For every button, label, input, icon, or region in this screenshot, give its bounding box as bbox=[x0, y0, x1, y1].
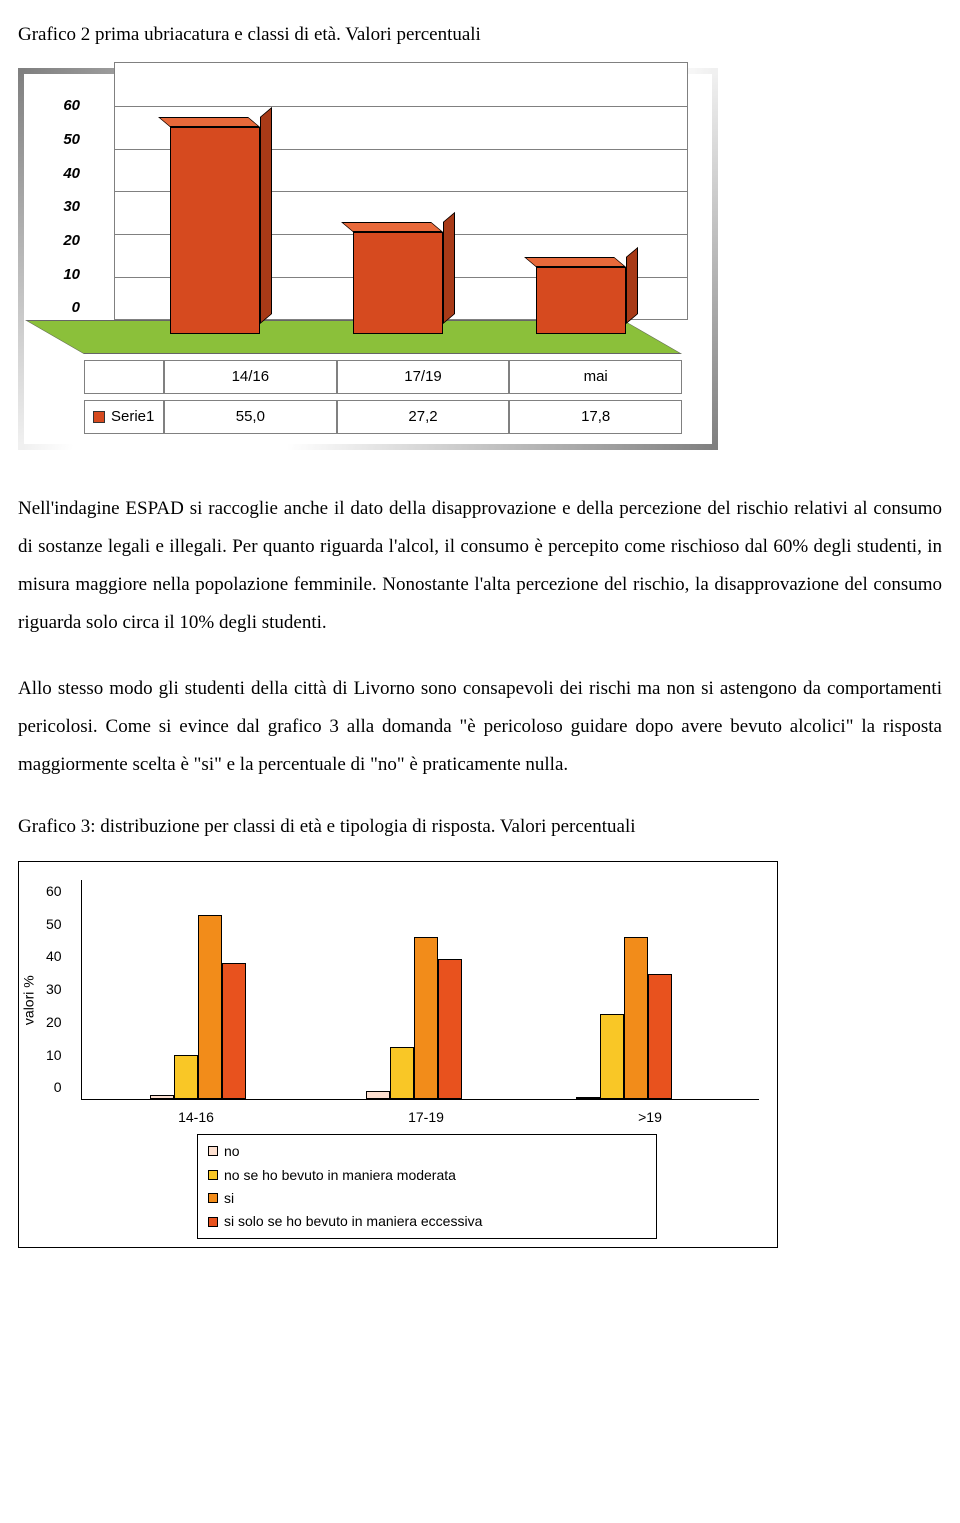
chart2-bar-0-3 bbox=[222, 963, 246, 1099]
chart1-bar-2 bbox=[536, 267, 626, 334]
chart1-title: Grafico 2 prima ubriacatura e classi di … bbox=[18, 20, 942, 50]
chart1-cat-0: 14/16 bbox=[164, 360, 337, 394]
chart2-group-2 bbox=[576, 937, 672, 1098]
chart2-title: Grafico 3: distribuzione per classi di e… bbox=[18, 812, 942, 842]
paragraph-2: Allo stesso modo gli studenti della citt… bbox=[18, 670, 942, 784]
chart2-ylabel: valori % bbox=[18, 976, 40, 1026]
chart2-legend: nono se ho bevuto in maniera moderatasis… bbox=[197, 1134, 657, 1239]
chart2-group-0 bbox=[150, 915, 246, 1098]
chart2-bar-1-0 bbox=[366, 1091, 390, 1098]
chart2-yaxis: 60 50 40 30 20 10 0 bbox=[46, 880, 62, 1099]
chart1-val-1: 27,2 bbox=[337, 400, 510, 434]
chart1-bars bbox=[124, 94, 672, 334]
chart2-bar-2-2 bbox=[624, 937, 648, 1098]
legend-square-icon bbox=[93, 411, 105, 423]
chart1-cat-blank bbox=[84, 360, 164, 394]
chart2-legend-item-0: no bbox=[208, 1140, 646, 1162]
chart2-group-1 bbox=[366, 937, 462, 1098]
chart1-val-0: 55,0 bbox=[164, 400, 337, 434]
paragraph-1: Nell'indagine ESPAD si raccoglie anche i… bbox=[18, 490, 942, 642]
chart2-bar-1-3 bbox=[438, 959, 462, 1098]
chart2-legend-item-2: si bbox=[208, 1187, 646, 1209]
chart1-series-legend: Serie1 bbox=[84, 400, 164, 434]
chart1-value-row: Serie1 55,0 27,2 17,8 bbox=[84, 400, 682, 434]
chart2-plot: valori % 60 50 40 30 20 10 0 bbox=[81, 880, 759, 1100]
chart1-cat-2: mai bbox=[509, 360, 682, 394]
chart2-bar-0-2 bbox=[198, 915, 222, 1098]
chart2-bar-0-1 bbox=[174, 1055, 198, 1099]
chart2-legend-item-1: no se ho bevuto in maniera moderata bbox=[208, 1164, 646, 1186]
chart2-xlabels: 14-16 17-19 >19 bbox=[81, 1106, 759, 1128]
chart1-category-row: 14/16 17/19 mai bbox=[84, 360, 682, 394]
chart2-bar-2-0 bbox=[576, 1097, 600, 1099]
chart2-frame: valori % 60 50 40 30 20 10 0 14-16 17-19… bbox=[18, 861, 778, 1248]
chart1-val-2: 17,8 bbox=[509, 400, 682, 434]
chart2-bar-0-0 bbox=[150, 1095, 174, 1099]
chart1-yaxis: 60 50 40 30 20 10 0 bbox=[50, 94, 80, 320]
chart2-bar-1-2 bbox=[414, 937, 438, 1098]
chart1-plot: 60 50 40 30 20 10 0 bbox=[84, 94, 682, 354]
chart2-xcat-0: 14-16 bbox=[178, 1106, 214, 1128]
chart1-frame: 60 50 40 30 20 10 0 14/16 17/19 mai Seri… bbox=[18, 68, 718, 450]
chart1-bar-0 bbox=[170, 127, 260, 334]
chart2-bar-1-1 bbox=[390, 1047, 414, 1098]
chart2-xcat-2: >19 bbox=[638, 1106, 662, 1128]
chart1-cat-1: 17/19 bbox=[337, 360, 510, 394]
chart2-legend-item-3: si solo se ho bevuto in maniera eccessiv… bbox=[208, 1210, 646, 1232]
chart2-bar-2-3 bbox=[648, 974, 672, 1099]
chart1-bar-1 bbox=[353, 232, 443, 334]
chart2-xcat-1: 17-19 bbox=[408, 1106, 444, 1128]
chart2-bar-2-1 bbox=[600, 1014, 624, 1098]
